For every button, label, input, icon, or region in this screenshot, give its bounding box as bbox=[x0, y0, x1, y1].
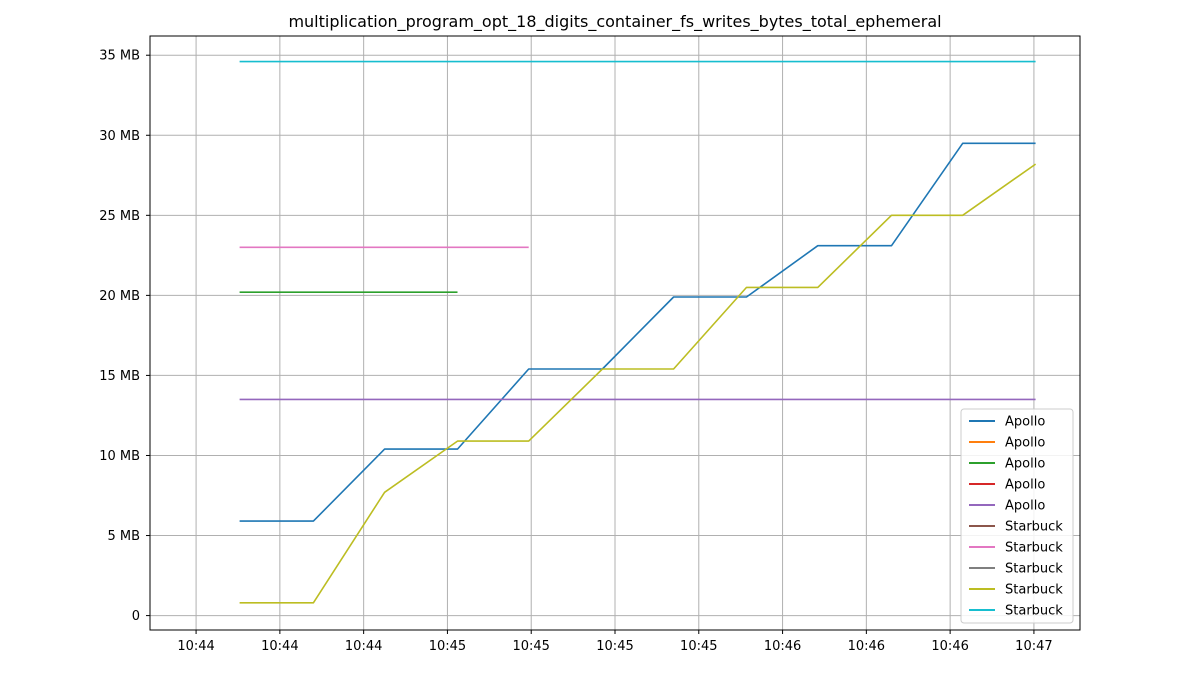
legend-label: Starbuck bbox=[1005, 541, 1063, 556]
x-tick-label: 10:46 bbox=[764, 639, 801, 654]
legend: Apollo Apollo Apollo Apollo Apollo Starbuck St… bbox=[960, 408, 1074, 624]
x-tick-label: 10:45 bbox=[512, 639, 549, 654]
x-tick-label: 10:45 bbox=[429, 639, 466, 654]
legend-label: Apollo bbox=[1005, 436, 1045, 451]
x-tick-label: 10:44 bbox=[177, 639, 214, 654]
y-tick-label: 20 MB bbox=[99, 289, 140, 304]
legend-label: Apollo bbox=[1005, 499, 1045, 514]
series-lines bbox=[239, 60, 1037, 604]
series-line-0 bbox=[239, 142, 1036, 522]
y-tick-label: 25 MB bbox=[99, 209, 140, 224]
x-tick-label: 10:46 bbox=[931, 639, 968, 654]
y-tick-label: 5 MB bbox=[107, 529, 140, 544]
x-tick-label: 10:45 bbox=[680, 639, 717, 654]
grid bbox=[150, 36, 1080, 630]
axis-ticks: 0 5 MB 10 MB 15 MB 20 MB 25 MB 30 MB 35 MB 10:44… bbox=[99, 49, 1052, 654]
x-tick-label: 10:46 bbox=[848, 639, 885, 654]
y-tick-label: 15 MB bbox=[99, 369, 140, 384]
legend-label: Starbuck bbox=[1005, 562, 1063, 577]
y-tick-label: 30 MB bbox=[99, 129, 140, 144]
series-line-8 bbox=[239, 163, 1037, 604]
chart-title: multiplication_program_opt_18_digits_con… bbox=[288, 12, 941, 32]
legend-label: Apollo bbox=[1005, 478, 1045, 493]
y-tick-label: 35 MB bbox=[99, 49, 140, 64]
x-tick-label: 10:47 bbox=[1015, 639, 1052, 654]
x-tick-label: 10:45 bbox=[596, 639, 633, 654]
y-tick-label: 0 bbox=[132, 609, 140, 624]
legend-label: Starbuck bbox=[1005, 520, 1063, 535]
x-tick-label: 10:44 bbox=[345, 639, 382, 654]
legend-label: Apollo bbox=[1005, 415, 1045, 430]
legend-label: Starbuck bbox=[1005, 604, 1063, 619]
legend-label: Apollo bbox=[1005, 457, 1045, 472]
x-tick-label: 10:44 bbox=[261, 639, 298, 654]
y-tick-label: 10 MB bbox=[99, 449, 140, 464]
legend-label: Starbuck bbox=[1005, 583, 1063, 598]
